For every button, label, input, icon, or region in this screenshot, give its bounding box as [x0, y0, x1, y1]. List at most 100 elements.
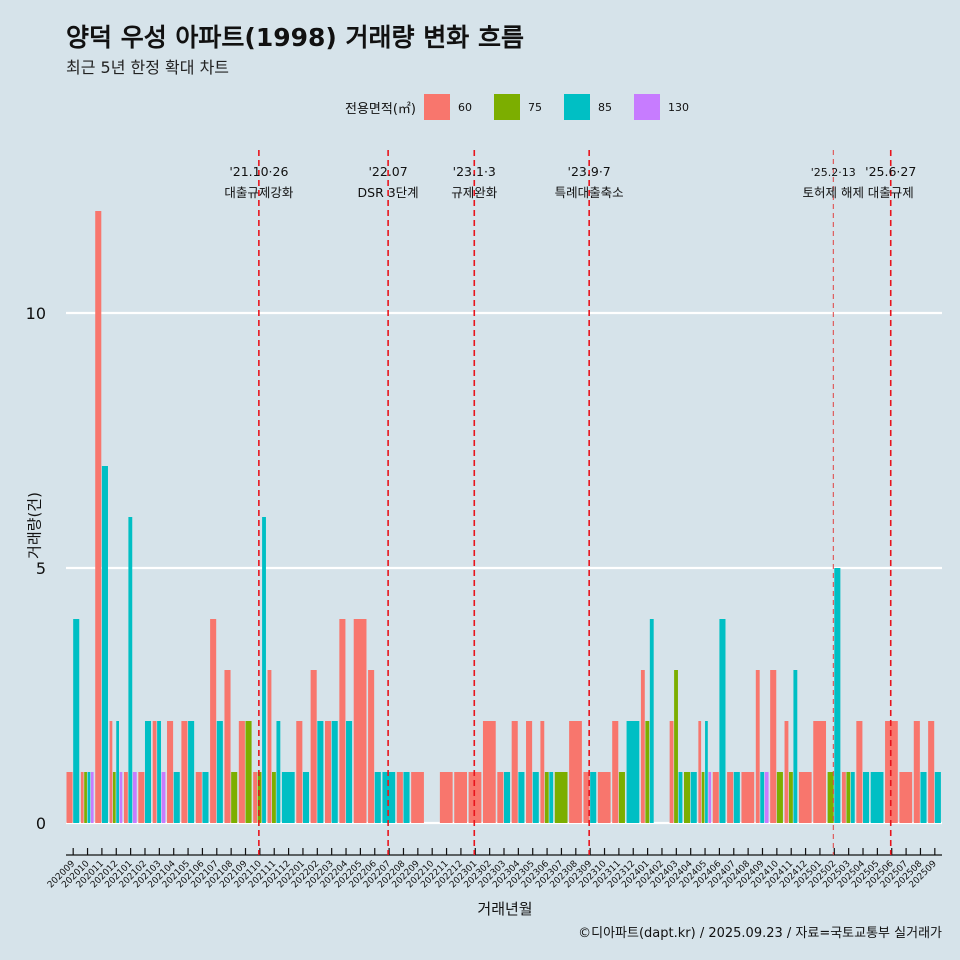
- legend-key-75: [493, 94, 520, 120]
- bar-85-202409: [760, 772, 765, 823]
- bar-85-202011: [101, 466, 108, 823]
- bar-60-202109: [238, 721, 245, 823]
- bar-85-202503: [850, 772, 855, 823]
- bar-60-202302: [482, 721, 496, 823]
- bar-60-202305: [526, 721, 533, 823]
- caption: ©디아파트(dapt.kr) / 2025.09.23 / 자료=국토교통부 실…: [578, 926, 942, 941]
- bar-75-202404: [684, 772, 691, 823]
- bar-85-202309: [590, 772, 597, 823]
- bar-85-202405: [705, 721, 708, 823]
- bar-85-202103: [157, 721, 161, 823]
- event-label: 대출규제강화: [224, 185, 294, 200]
- bar-130-202409: [764, 772, 769, 823]
- bar-130-202103: [161, 772, 166, 823]
- bar-60-202208: [396, 772, 403, 823]
- bar-75-202012: [112, 772, 116, 823]
- bar-75-202401: [645, 721, 650, 823]
- bar-130-202405: [708, 772, 712, 823]
- bar-75-202108: [231, 772, 238, 823]
- bar-85-202406: [719, 619, 726, 823]
- bar-75-202010: [84, 772, 87, 823]
- y-axis-label: 거래량(건): [25, 492, 44, 559]
- bar-85-202106: [202, 772, 209, 823]
- bar-75-202307: [554, 772, 568, 823]
- bar-60-202301: [468, 772, 482, 823]
- legend-label-85: 85: [597, 100, 612, 114]
- bar-85-202206: [374, 772, 381, 823]
- bar-85-202404: [690, 772, 697, 823]
- x-axis-label: 거래년월: [477, 900, 533, 918]
- bar-75-202306: [544, 772, 549, 823]
- bar-60-202010: [80, 772, 84, 823]
- chart-title: 양덕 우성 아파트(1998) 거래량 변화 흐름: [66, 23, 524, 52]
- bar-60-202303: [497, 772, 504, 823]
- bar-85-202411: [793, 670, 798, 823]
- bar-130-202101: [132, 772, 137, 823]
- legend-key-85: [563, 94, 590, 120]
- bar-85-202110: [262, 517, 266, 823]
- bar-75-202410: [776, 772, 783, 823]
- bar-60-202405: [698, 721, 702, 823]
- bar-60-202205: [353, 619, 367, 823]
- bar-60-202107: [210, 619, 217, 823]
- bar-75-202109: [245, 721, 252, 823]
- bar-85-202204: [346, 721, 353, 823]
- bar-60-202206: [368, 670, 375, 823]
- bar-60-202501: [813, 721, 827, 823]
- bar-60-202110: [253, 772, 258, 823]
- legend-label-75: 75: [527, 100, 542, 114]
- bar-60-202105: [181, 721, 188, 823]
- event-date: '21.10·26: [229, 164, 288, 179]
- bar-60-202306: [540, 721, 545, 823]
- event-date: '23.1·3: [453, 164, 496, 179]
- bar-85-202401: [649, 619, 654, 823]
- bar-60-202509: [928, 721, 935, 823]
- bar-60-202101: [123, 772, 128, 823]
- bar-60-202503: [841, 772, 846, 823]
- bar-60-202412: [798, 772, 812, 823]
- bar-75-202503: [846, 772, 851, 823]
- event-date: '25.2·13: [811, 166, 856, 179]
- bar-85-202504: [863, 772, 870, 823]
- y-tick-label: 10: [26, 304, 46, 323]
- legend: 전용면적(㎡) 60 75 85 130: [345, 93, 711, 121]
- bar-60-202508: [913, 721, 920, 823]
- bar-60-202211: [439, 772, 453, 823]
- bar-85-202107: [216, 721, 223, 823]
- bar-75-202311: [618, 772, 625, 823]
- bar-60-202409: [755, 670, 760, 823]
- bar-85-202304: [518, 772, 525, 823]
- bar-85-202303: [504, 772, 511, 823]
- event-date: '25.6·27: [865, 164, 916, 179]
- bar-85-202403: [678, 772, 683, 823]
- bar-60-202411: [784, 721, 789, 823]
- event-label: 토허제 해제: [803, 185, 864, 200]
- y-tick-label: 0: [36, 814, 46, 833]
- bar-85-202010: [87, 772, 91, 823]
- bar-60-202106: [195, 772, 202, 823]
- bar-75-202411: [788, 772, 793, 823]
- event-date: '22.07: [368, 164, 407, 179]
- bar-60-202403: [669, 721, 674, 823]
- bar-85-202207: [382, 772, 396, 823]
- bar-75-202110: [257, 772, 262, 823]
- bar-60-202212: [454, 772, 467, 823]
- bar-85-202306: [549, 772, 554, 823]
- bar-60-202309: [583, 772, 590, 823]
- bar-85-202012: [116, 721, 120, 823]
- bar-60-202408: [741, 772, 755, 823]
- bar-60-202204: [339, 619, 346, 823]
- chart-subtitle: 최근 5년 한정 확대 차트: [66, 58, 230, 77]
- bar-60-202108: [224, 670, 231, 823]
- bar-85-202502: [834, 568, 841, 823]
- bar-60-202202: [310, 670, 317, 823]
- bar-85-202203: [331, 721, 338, 823]
- bar-130-202010: [90, 772, 94, 823]
- bar-85-202201: [302, 772, 310, 823]
- event-label: 대출규제: [868, 185, 914, 200]
- y-tick-label: 5: [36, 559, 46, 578]
- bar-60-202407: [727, 772, 734, 823]
- bar-60-202103: [152, 721, 157, 823]
- bar-85-202312: [626, 721, 640, 823]
